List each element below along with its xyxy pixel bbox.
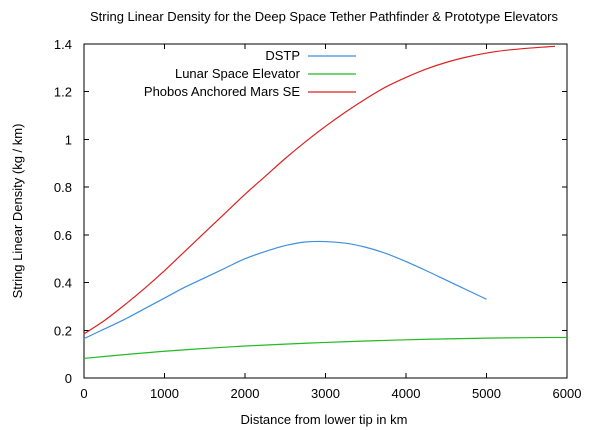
y-tick-label: 0 — [65, 371, 72, 386]
y-axis-label: String Linear Density (kg / km) — [10, 124, 25, 299]
legend-label-dstp: DSTP — [265, 48, 300, 63]
y-tick-label: 0.8 — [54, 180, 72, 195]
y-tick-label: 0.6 — [54, 228, 72, 243]
y-tick-label: 1.2 — [54, 85, 72, 100]
series-line-dstp — [83, 240, 487, 340]
y-tick-label: 1.4 — [54, 37, 72, 52]
legend: DSTP Lunar Space Elevator Phobos Anchored … — [144, 48, 356, 99]
y-tick-label: 0.4 — [54, 276, 72, 291]
series-line-lunar-space-elevator — [83, 336, 568, 360]
y-tick-label: 1 — [65, 132, 72, 147]
tick-group: 0 1000 2000 3000 4000 5000 6000 0 0.2 0.4 0.6 0.8 1 1… — [54, 37, 582, 401]
x-tick-label: 0 — [80, 386, 87, 401]
x-tick-label: 2000 — [231, 386, 260, 401]
x-tick-label: 6000 — [553, 386, 582, 401]
y-tick-label: 0.2 — [54, 323, 72, 338]
series-line-phobos-anchored-mars-se — [83, 45, 555, 335]
x-tick-label: 1000 — [150, 386, 179, 401]
series-group — [83, 45, 568, 360]
x-tick-label: 3000 — [311, 386, 340, 401]
x-tick-label: 4000 — [392, 386, 421, 401]
x-tick-label: 5000 — [472, 386, 501, 401]
chart-title: String Linear Density for the Deep Space… — [90, 9, 559, 24]
legend-label-lunar-space-elevator: Lunar Space Elevator — [175, 66, 301, 81]
x-axis-label: Distance from lower tip in km — [241, 412, 408, 427]
legend-label-phobos-anchored-mars-se: Phobos Anchored Mars SE — [144, 84, 300, 99]
chart-text-group: String Linear Density for the Deep Space… — [10, 9, 559, 427]
